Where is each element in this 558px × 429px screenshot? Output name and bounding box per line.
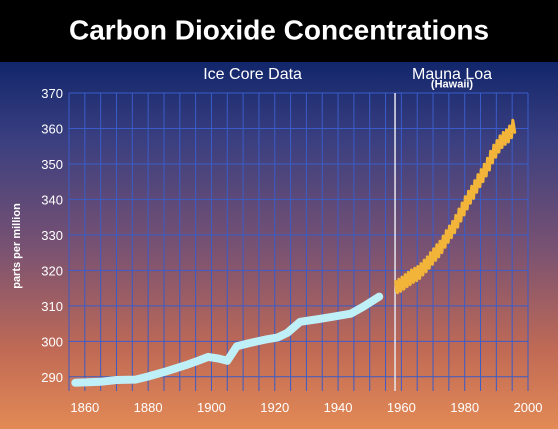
x-tick-label: 1880 [134,400,163,415]
y-tick-label: 330 [41,228,63,243]
annotations: Ice Core Data Mauna Loa(Hawaii) [203,66,492,91]
x-tick-label: 1980 [450,400,479,415]
x-tick-label: 1960 [387,400,416,415]
annotation-mauna-loa: Mauna Loa [412,66,492,83]
y-tick-label: 350 [41,157,63,172]
x-tick-label: 2000 [514,400,543,415]
y-tick-label: 300 [41,334,63,349]
grid [68,92,529,391]
series-line-mauna-loa [394,118,517,295]
series [71,118,517,387]
y-axis-label: parts per million [11,203,23,289]
series-line-ice-core [71,292,384,387]
x-tick-label: 1900 [197,400,226,415]
annotation-ice-core: Ice Core Data [203,66,302,83]
y-tick-label: 310 [41,299,63,314]
y-tick-label: 340 [41,192,63,207]
x-tick-label: 1860 [70,400,99,415]
chart-title: Carbon Dioxide Concentrations [69,14,489,45]
axis-ticks: 1860 1880 1900 1920 1940 1960 1980 2000 290 300 31… [41,86,542,415]
y-tick-label: 290 [41,370,63,385]
y-tick-label: 360 [41,121,63,136]
y-tick-label: 320 [41,263,63,278]
x-tick-label: 1920 [260,400,289,415]
x-tick-label: 1940 [324,400,353,415]
y-tick-label: 370 [41,86,63,101]
annotation-hawaii: (Hawaii) [431,79,474,91]
